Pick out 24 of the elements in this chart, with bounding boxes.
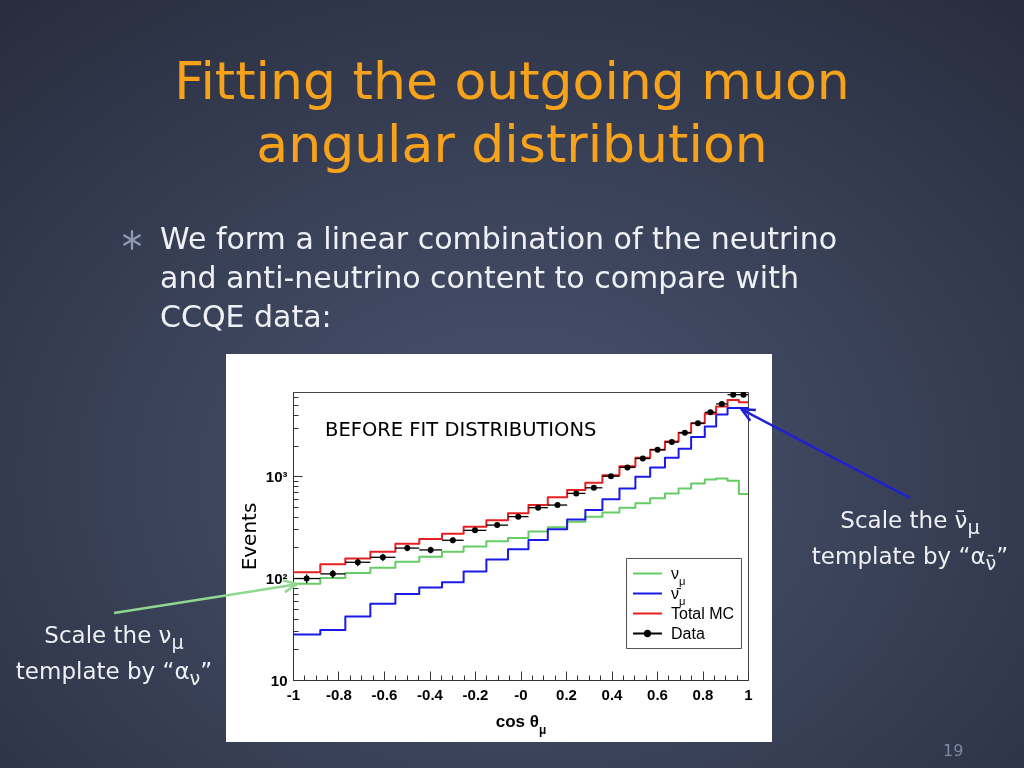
x-tick-label: -0.8 xyxy=(326,685,352,703)
chart-title: Fitting the outgoing muon angular distribution xyxy=(173,50,851,176)
x-tick-label: 0.4 xyxy=(601,685,624,703)
x-tick-label: 0.8 xyxy=(692,685,714,703)
legend-label: Data xyxy=(671,624,705,642)
chart-subtitle: We form a linear combination of the neutrino and anti-neutrino content to compare with CCQE data: xyxy=(160,220,839,336)
x-axis-title: cos θ$_{μ}$ xyxy=(495,711,547,737)
annotation: BEFORE FIT DISTRIBUTIONS xyxy=(325,418,597,441)
x-tick-label: -0.6 xyxy=(371,685,398,703)
annotation: Scale the ν̄$_{μ}$ template by “α$_{ν̄}$” xyxy=(810,506,1010,577)
x-tick-label: -0.2 xyxy=(462,685,489,703)
x-tick-label: -0 xyxy=(514,685,528,703)
y-axis-title: Events xyxy=(236,502,261,571)
x-tick-label: 0.2 xyxy=(556,685,577,703)
legend-label: ν$_{μ}$ xyxy=(671,564,686,587)
y-tick-label: 10² xyxy=(265,569,288,587)
x-tick-label: -1 xyxy=(286,685,301,703)
x-tick-label: 0.6 xyxy=(647,685,668,703)
x-tick-label: 1 xyxy=(744,685,753,703)
y-tick-label: 10 xyxy=(270,671,288,689)
y-tick-label: 10³ xyxy=(265,467,288,485)
text: 19 xyxy=(943,741,964,760)
annotation: Scale the ν$_{μ}$ template by “α$_{ν}$” xyxy=(14,621,214,692)
x-tick-label: -0.4 xyxy=(417,685,444,703)
